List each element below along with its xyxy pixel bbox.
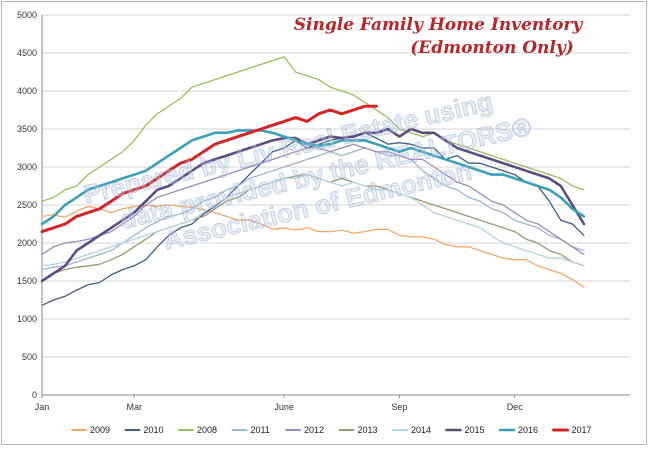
y-tick-label: 2500 [17,200,37,210]
inventory-line-chart: 0 500 1000 1500 2000 2500 3000 3500 4000 4500 5000… [17,10,630,435]
legend-label-2011: 2011 [251,425,270,435]
series-line-2015 [40,127,586,283]
y-tick-label: 500 [22,352,37,362]
chart-title: Single Family Home Inventory [294,15,584,35]
series-line-2012 [41,143,585,256]
y-tick-label: 4500 [17,48,37,58]
series-line-2017 [40,104,378,234]
y-tick-label: 2000 [17,238,37,248]
legend-label-2016: 2016 [518,425,538,435]
axes: 0 500 1000 1500 2000 2500 3000 3500 4000 4500 5000… [17,10,630,412]
legend-label-2017: 2017 [572,425,592,435]
y-tick-label: 1500 [17,276,37,286]
chart-title-block: Single Family Home Inventory (Edmonton O… [294,15,584,58]
series-line-2011 [41,147,585,271]
y-tick-label: 3500 [17,124,37,134]
legend-label-2012: 2012 [304,425,324,435]
y-tick-label: 3000 [17,162,37,172]
series-line-2008 [41,56,585,202]
x-tick-label: Sep [391,402,407,412]
legend-label-2010: 2010 [144,425,164,435]
legend-label-2014: 2014 [411,425,431,435]
series-line-2016 [40,129,586,226]
legend-label-2009: 2009 [90,425,110,435]
x-tick-label: June [274,402,294,412]
series-line-2014 [41,173,585,267]
y-tick-label: 4000 [17,86,37,96]
chart-subtitle: (Edmonton Only) [410,38,574,58]
x-tick-label: Mar [126,402,142,412]
legend: 2009 2010 2008 2011 2012 2013 2014 2015 2016 2017 [71,425,592,435]
x-tick-label: Dec [507,402,524,412]
series-lines [40,56,586,306]
y-tick-label: 0 [32,390,37,400]
y-tick-label: 5000 [17,10,37,20]
legend-label-2013: 2013 [358,425,378,435]
legend-label-2015: 2015 [465,425,485,435]
y-tick-label: 1000 [17,314,37,324]
series-line-2009 [41,204,585,288]
x-tick-label: Jan [35,402,50,412]
gridlines [42,14,630,396]
legend-label-2008: 2008 [197,425,217,435]
